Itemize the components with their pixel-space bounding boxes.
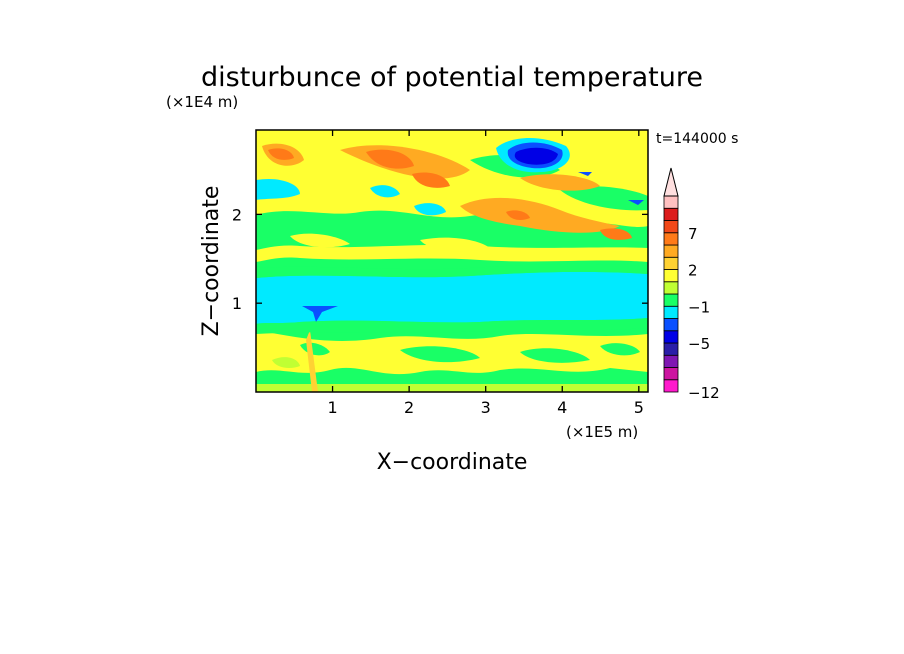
- colorbar: −12−5−127: [663, 167, 720, 402]
- colorbar-tick-label: 2: [688, 262, 698, 280]
- contour-field: [256, 130, 648, 392]
- field-cold-core: [514, 147, 558, 165]
- colorbar-tick-label: −12: [688, 384, 720, 402]
- field-plume: [306, 330, 318, 392]
- colorbar-swatch: [663, 281, 679, 295]
- field-warm-3: [412, 172, 450, 188]
- x-axis-ticks: 1 2 3 4 5: [327, 130, 644, 417]
- colorbar-tick-label: −5: [688, 335, 710, 353]
- field-upper-green-patch-2: [560, 186, 648, 211]
- colorbar-swatch: [663, 293, 679, 307]
- field-warm-4-core: [506, 210, 530, 220]
- x-unit-label: (×1E5 m): [566, 423, 638, 441]
- y-axis-label: Z−coordinate: [199, 186, 224, 337]
- field-upper-green-band: [256, 210, 648, 250]
- field-upper-cyan-2: [370, 185, 400, 198]
- colorbar-swatch: [663, 318, 679, 332]
- colorbar-swatch: [663, 256, 679, 270]
- field-upper-cyan-3: [414, 203, 446, 216]
- field-cyan-layer: [256, 271, 648, 324]
- y-axis-ticks: 12: [232, 205, 648, 313]
- time-label: t=144000 s: [656, 131, 738, 147]
- colorbar-tick-label: −1: [688, 298, 710, 316]
- field-ground-edge: [256, 384, 648, 392]
- x-tick-label: 3: [481, 398, 491, 417]
- x-tick-label: 5: [634, 398, 644, 417]
- colorbar-swatch: [663, 305, 679, 319]
- colorbar-swatch: [663, 220, 679, 234]
- field-upper-patch-2: [420, 237, 490, 252]
- colorbar-swatch: [663, 232, 679, 246]
- field-upper-patch-1: [290, 233, 350, 248]
- x-tick-label: 1: [327, 398, 337, 417]
- colorbar-swatch: [663, 379, 679, 393]
- field-cyan-edge-bottom: [256, 318, 648, 334]
- field-blue-blob: [302, 306, 338, 322]
- colorbar-extend-arrow: [663, 167, 679, 197]
- y-tick-label: 1: [232, 294, 242, 313]
- colorbar-swatch: [663, 354, 679, 368]
- x-axis-label: X−coordinate: [377, 450, 528, 475]
- y-unit-label: (×1E4 m): [166, 93, 238, 111]
- field-upper-cyan-1: [256, 178, 300, 200]
- field-cyan-edge-top: [256, 263, 648, 278]
- y-tick-label: 2: [232, 205, 242, 224]
- field-warm-1-core: [268, 148, 294, 160]
- field-warm-2-core: [366, 149, 414, 169]
- field-warm-4: [460, 197, 620, 233]
- colorbar-tick-label: 7: [688, 225, 698, 243]
- colorbar-swatch: [663, 207, 679, 221]
- field-lower-patch-5: [272, 357, 300, 368]
- colorbar-swatch: [663, 367, 679, 381]
- chart-title: disturbunce of potential temperature: [201, 62, 703, 93]
- colorbar-swatch: [663, 244, 679, 258]
- x-tick-label: 4: [557, 398, 567, 417]
- colorbar-swatch: [663, 342, 679, 356]
- x-tick-label: 2: [404, 398, 414, 417]
- field-warm-6: [600, 228, 632, 240]
- field-cold-small-1: [578, 172, 592, 176]
- field-lower-patch-3: [520, 348, 590, 363]
- field-warm-5: [520, 174, 600, 191]
- field-lower-patch-2: [400, 346, 480, 363]
- field-cold-small-2: [628, 200, 644, 205]
- colorbar-swatch: [663, 269, 679, 283]
- field-lower-patch-4: [600, 343, 640, 356]
- plot-border: [255, 129, 649, 393]
- colorbar-swatch: [663, 195, 679, 209]
- colorbar-swatch: [663, 330, 679, 344]
